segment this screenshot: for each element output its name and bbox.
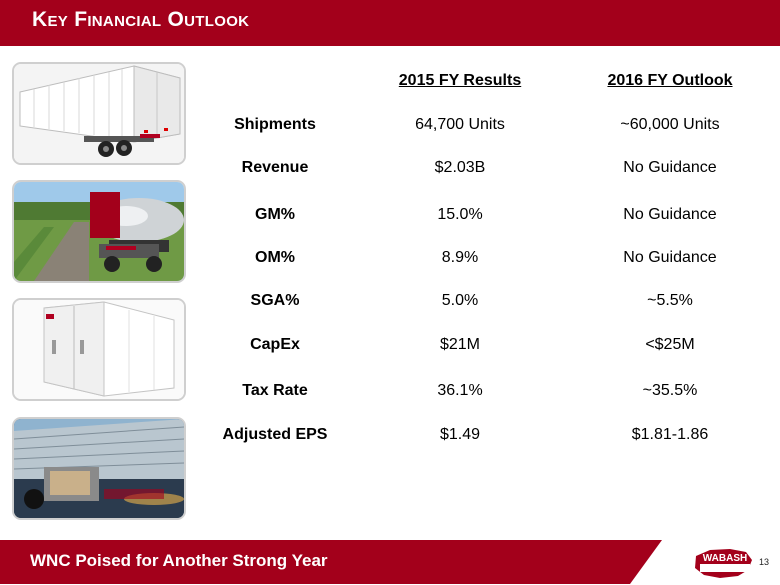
page-title: Key Financial Outlook	[32, 8, 250, 31]
value-2015: 15.0%	[437, 206, 483, 223]
value-2015: $2.03B	[434, 159, 486, 176]
column-header-2015: 2015 FY Results	[398, 72, 522, 89]
dry-van-trailer-image	[12, 62, 186, 165]
truck-body-image	[12, 298, 186, 401]
value-2015: $1.49	[439, 426, 481, 443]
value-2016: $1.81-1.86	[631, 426, 709, 443]
row-label: GM%	[255, 206, 295, 223]
column-header-2016: 2016 FY Outlook	[607, 72, 733, 89]
value-2016: ~5.5%	[647, 292, 693, 309]
logo-text: WABASH	[703, 553, 747, 564]
tank-trailer-image	[12, 180, 186, 283]
row-label: Adjusted EPS	[222, 426, 328, 443]
row-label: Tax Rate	[242, 382, 308, 399]
dry-van-trailer-icon	[14, 64, 184, 163]
header-bar: Key Financial Outlook	[0, 0, 780, 46]
row-label: Revenue	[241, 159, 309, 176]
value-2016: ~35.5%	[642, 382, 698, 399]
row-label: Shipments	[234, 116, 316, 133]
tank-trailer-icon	[14, 182, 184, 281]
trailer-highway-icon	[14, 419, 184, 518]
value-2015: 36.1%	[437, 382, 483, 399]
value-2016: <$25M	[645, 336, 695, 353]
row-label: CapEx	[250, 336, 300, 353]
value-2016: No Guidance	[623, 249, 717, 266]
footer-bar	[0, 540, 662, 584]
footer-tagline: WNC Poised for Another Strong Year	[30, 551, 328, 570]
value-2015: 64,700 Units	[415, 116, 505, 133]
value-2016: ~60,000 Units	[620, 116, 720, 133]
value-2015: 8.9%	[441, 249, 479, 266]
wabash-logo: WABASH	[695, 549, 752, 578]
value-2016: No Guidance	[623, 159, 717, 176]
value-2016: No Guidance	[623, 206, 717, 223]
row-label: SGA%	[250, 292, 300, 309]
value-2015: $21M	[439, 336, 481, 353]
trailer-highway-image	[12, 417, 186, 520]
page-number: 13	[759, 557, 770, 567]
row-label: OM%	[255, 249, 295, 266]
value-2015: 5.0%	[441, 292, 479, 309]
truck-body-icon	[14, 300, 184, 399]
